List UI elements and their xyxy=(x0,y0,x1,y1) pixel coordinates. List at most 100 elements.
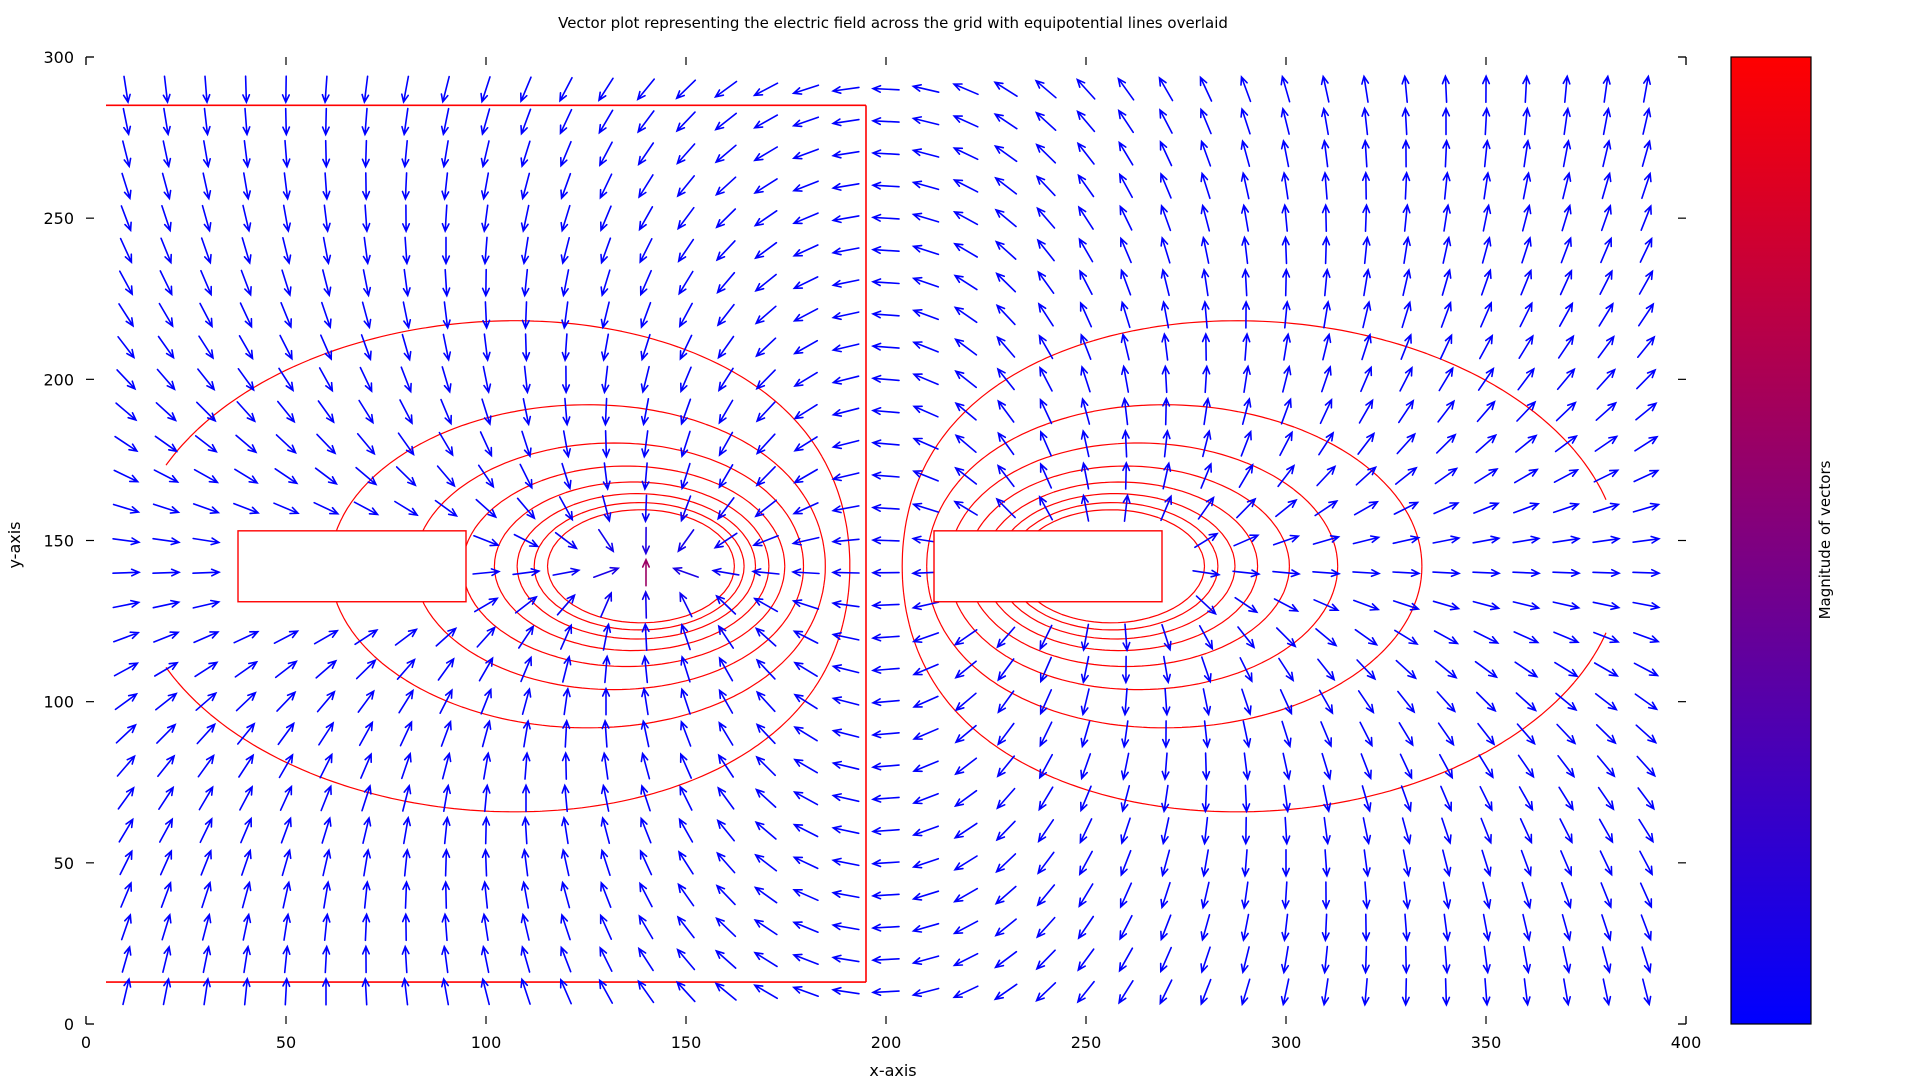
field-vector-arrow xyxy=(1474,468,1499,484)
field-vector-arrow xyxy=(1162,655,1171,685)
field-vector-arrow xyxy=(952,887,979,903)
field-vector-arrow xyxy=(481,847,490,877)
field-vector-arrow xyxy=(600,205,612,233)
field-vector-arrow xyxy=(871,181,900,190)
field-vector-arrow xyxy=(353,501,380,516)
field-vector-arrow xyxy=(600,269,611,297)
field-vector-arrow xyxy=(715,208,737,229)
field-vector-arrow xyxy=(1039,462,1053,489)
field-vector-arrow xyxy=(911,116,940,126)
field-vector-arrow xyxy=(398,688,414,714)
field-vector-arrow xyxy=(238,753,255,778)
field-vector-arrow xyxy=(1398,399,1415,424)
field-vector-arrow xyxy=(641,526,650,556)
field-vector-arrow xyxy=(561,815,570,845)
field-vector-arrow xyxy=(1395,659,1418,680)
field-vector-arrow xyxy=(1474,660,1499,679)
field-vector-arrow xyxy=(1240,946,1250,975)
field-vector-arrow xyxy=(152,503,181,514)
field-vector-arrow xyxy=(638,914,654,940)
field-vector-arrow xyxy=(600,591,613,618)
field-vector-arrow xyxy=(560,237,570,265)
field-vector-arrow xyxy=(754,241,778,260)
field-vector-arrow xyxy=(1438,366,1454,392)
field-vector-arrow xyxy=(997,690,1015,714)
field-vector-arrow xyxy=(1280,978,1290,1007)
field-vector-arrow xyxy=(1402,235,1411,264)
field-vector-arrow xyxy=(1077,173,1095,198)
field-vector-arrow xyxy=(1512,601,1541,611)
field-vector-arrow xyxy=(1202,720,1211,749)
field-vector-arrow xyxy=(1362,849,1371,878)
field-vector-arrow xyxy=(156,368,176,391)
field-vector-arrow xyxy=(1159,140,1173,167)
field-vector-arrow xyxy=(1080,461,1090,490)
field-vector-arrow xyxy=(1039,656,1052,684)
field-vector-arrow xyxy=(282,172,291,201)
field-vector-arrow xyxy=(154,661,179,677)
field-vector-arrow xyxy=(996,626,1016,649)
field-vector-arrow xyxy=(201,204,212,233)
field-vector-arrow xyxy=(1241,849,1250,878)
field-vector-arrow xyxy=(522,719,531,748)
field-vector-arrow xyxy=(1472,535,1501,544)
field-vector-arrow xyxy=(598,978,614,1004)
field-vector-arrow xyxy=(560,172,572,201)
field-vector-arrow xyxy=(1277,464,1296,488)
field-vector-arrow xyxy=(953,500,978,516)
field-vector-arrow xyxy=(1357,431,1376,455)
field-vector-arrow xyxy=(1552,568,1581,577)
field-vector-arrow xyxy=(792,308,819,322)
field-vector-arrow xyxy=(1599,269,1613,295)
field-vector-arrow xyxy=(1634,693,1659,711)
field-vector-arrow xyxy=(481,912,490,941)
field-vector-arrow xyxy=(1241,397,1252,425)
field-vector-arrow xyxy=(152,537,181,546)
field-vector-arrow xyxy=(792,791,819,806)
field-vector-arrow xyxy=(1642,106,1652,135)
field-vector-arrow xyxy=(1560,236,1572,264)
field-vector-arrow xyxy=(1160,914,1172,942)
field-vector-arrow xyxy=(871,117,900,126)
field-vector-arrow xyxy=(1118,980,1134,1005)
field-vector-arrow xyxy=(871,826,900,836)
field-vector-arrow xyxy=(241,880,252,909)
field-vector-arrow xyxy=(753,146,778,162)
field-vector-arrow xyxy=(1119,204,1133,231)
field-vector-arrow xyxy=(993,81,1018,97)
field-vector-arrow xyxy=(476,626,497,648)
field-vector-arrow xyxy=(1597,786,1615,811)
field-vector-arrow xyxy=(1159,946,1172,974)
field-vector-arrow xyxy=(1598,818,1614,844)
field-vector-arrow xyxy=(1475,433,1498,454)
field-vector-arrow xyxy=(1602,74,1611,103)
field-vector-arrow xyxy=(1477,366,1495,391)
field-vector-arrow xyxy=(1321,106,1329,136)
field-vector-arrow xyxy=(521,687,532,715)
field-vector-arrow xyxy=(240,816,252,844)
field-vector-arrow xyxy=(357,689,375,713)
field-vector-arrow xyxy=(676,175,695,198)
field-vector-arrow xyxy=(599,173,613,200)
field-vector-arrow xyxy=(1242,784,1251,814)
field-vector-arrow xyxy=(162,140,172,169)
field-vector-arrow xyxy=(871,149,900,158)
field-vector-arrow xyxy=(1278,657,1295,682)
field-vector-arrow xyxy=(716,851,736,874)
field-vector-arrow xyxy=(911,825,939,837)
field-vector-arrow xyxy=(441,912,450,942)
field-vector-arrow xyxy=(1321,203,1330,232)
field-vector-arrow xyxy=(561,301,570,330)
field-vector-arrow xyxy=(753,984,778,1000)
field-vector-arrow xyxy=(996,755,1015,778)
field-vector-arrow xyxy=(241,237,252,265)
field-vector-arrow xyxy=(481,268,490,298)
field-vector-arrow xyxy=(1281,913,1290,943)
field-vector-arrow xyxy=(161,172,172,201)
field-vector-arrow xyxy=(1200,881,1210,910)
field-vector-arrow xyxy=(755,466,776,487)
field-vector-arrow xyxy=(472,568,501,577)
field-vector-arrow xyxy=(714,144,737,164)
field-vector-arrow xyxy=(871,762,900,771)
field-vector-arrow xyxy=(1080,333,1092,360)
